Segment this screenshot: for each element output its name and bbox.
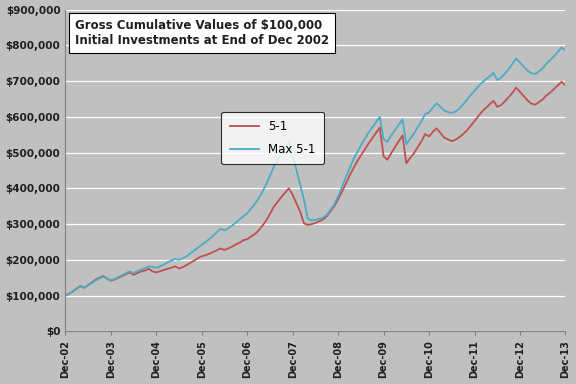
Max 5-1 (392, 128, 399, 132)
Text: Gross Cumulative Values of $100,000
Initial Investments at End of Dec 2002: Gross Cumulative Values of $100,000 Init… (75, 19, 329, 47)
Max 5-1 (532, 72, 539, 76)
Legend: 5-1, Max 5-1: 5-1, Max 5-1 (221, 112, 324, 164)
Line: 5-1: 5-1 (65, 82, 566, 296)
5-1 (376, 125, 383, 130)
Max 5-1 (62, 293, 69, 298)
Line: Max 5-1: Max 5-1 (65, 48, 566, 296)
5-1 (558, 79, 565, 84)
Max 5-1 (562, 48, 569, 53)
Max 5-1 (558, 45, 565, 50)
Max 5-1 (407, 137, 414, 141)
5-1 (532, 103, 539, 107)
5-1 (407, 156, 414, 160)
5-1 (96, 275, 103, 280)
5-1 (392, 145, 399, 149)
5-1 (562, 83, 569, 88)
Max 5-1 (96, 276, 103, 281)
Max 5-1 (543, 61, 550, 66)
5-1 (62, 293, 69, 298)
5-1 (543, 93, 550, 98)
Max 5-1 (376, 114, 383, 119)
